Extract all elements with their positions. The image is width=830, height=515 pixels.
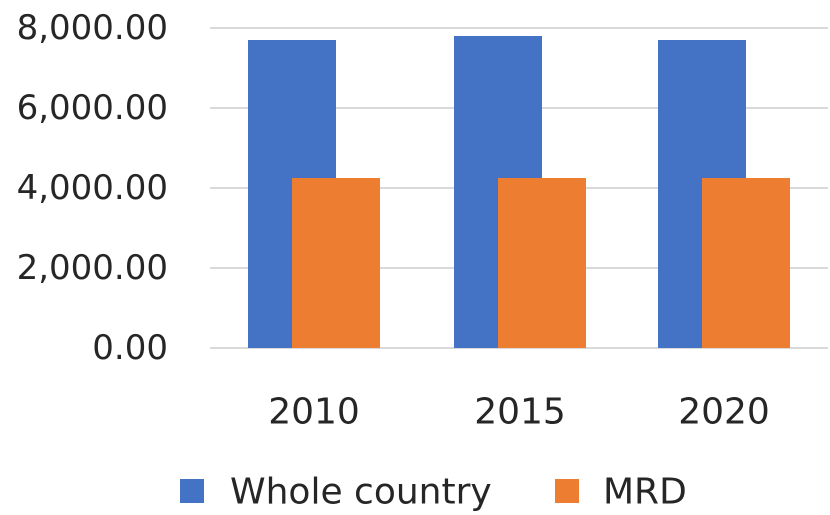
- y-axis-tick-labels: 0.00 2,000.00 4,000.00 6,000.00 8,000.00: [17, 8, 168, 368]
- bar-mrd-2020: [702, 178, 790, 348]
- bars: [248, 36, 790, 348]
- y-tick-label: 6,000.00: [17, 88, 168, 128]
- y-tick-label: 4,000.00: [17, 168, 168, 208]
- x-axis-tick-labels: 2010 2015 2020: [268, 392, 770, 433]
- x-tick-label: 2015: [474, 392, 566, 433]
- bar-mrd-2015: [498, 178, 586, 348]
- bar-mrd-2010: [292, 178, 380, 348]
- y-tick-label: 8,000.00: [17, 8, 168, 48]
- legend: Whole country MRD: [180, 472, 687, 513]
- legend-label: Whole country: [230, 472, 492, 513]
- y-tick-label: 0.00: [92, 328, 168, 368]
- y-tick-label: 2,000.00: [17, 248, 168, 288]
- x-tick-label: 2020: [678, 392, 770, 433]
- legend-swatch-whole-country: [180, 479, 204, 503]
- legend-label: MRD: [603, 472, 687, 513]
- legend-swatch-mrd: [555, 479, 579, 503]
- x-tick-label: 2010: [268, 392, 360, 433]
